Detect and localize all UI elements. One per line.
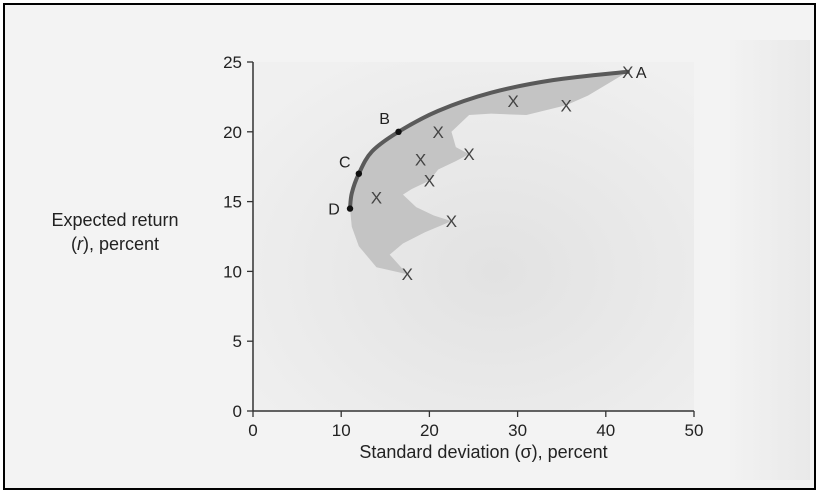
y-axis-label-unit: , percent <box>88 234 160 254</box>
y-tick-label: 25 <box>223 53 242 72</box>
y-axis-label-line1: Expected return <box>51 210 179 230</box>
point-c-dot <box>355 170 363 177</box>
portfolio-x-marker: X <box>560 96 571 115</box>
point-d-dot <box>346 205 354 212</box>
x-tick-label: 20 <box>420 421 439 440</box>
portfolio-x-marker: X <box>622 63 633 82</box>
portfolio-x-marker: X <box>402 265 413 284</box>
x-tick-label: 10 <box>332 421 351 440</box>
point-c-label: C <box>339 155 351 172</box>
plot-area <box>253 62 694 411</box>
y-tick-label: 5 <box>233 332 242 351</box>
y-tick-label: 15 <box>223 193 242 212</box>
x-tick-label: 40 <box>596 421 615 440</box>
y-axis-label: Expected return (r), percent <box>20 208 210 256</box>
feasible-region <box>350 71 628 275</box>
portfolio-x-marker: X <box>424 172 435 191</box>
point-b-dot <box>395 128 402 135</box>
point-a-label: A <box>636 65 647 82</box>
portfolio-x-marker: X <box>415 151 426 170</box>
point-d-label: D <box>328 202 340 219</box>
portfolio-x-marker: X <box>446 212 457 231</box>
point-b-label: B <box>379 111 390 128</box>
portfolio-x-marker: X <box>371 188 382 207</box>
background-page-strip <box>730 40 810 480</box>
x-tick-label: 50 <box>685 421 704 440</box>
y-tick-label: 0 <box>233 402 242 421</box>
portfolio-x-marker: X <box>463 145 474 164</box>
y-axis-label-variable: r <box>76 234 83 254</box>
x-tick-label: 30 <box>508 421 527 440</box>
y-axis-label-line2: (r), percent <box>70 234 160 254</box>
x-tick-label: 0 <box>248 421 257 440</box>
y-tick-label: 20 <box>223 123 242 142</box>
portfolio-x-marker: X <box>508 92 519 111</box>
x-axis-label: Standard deviation (σ), percent <box>359 442 607 462</box>
y-tick-label: 10 <box>223 262 242 281</box>
portfolio-x-marker: X <box>433 123 444 142</box>
